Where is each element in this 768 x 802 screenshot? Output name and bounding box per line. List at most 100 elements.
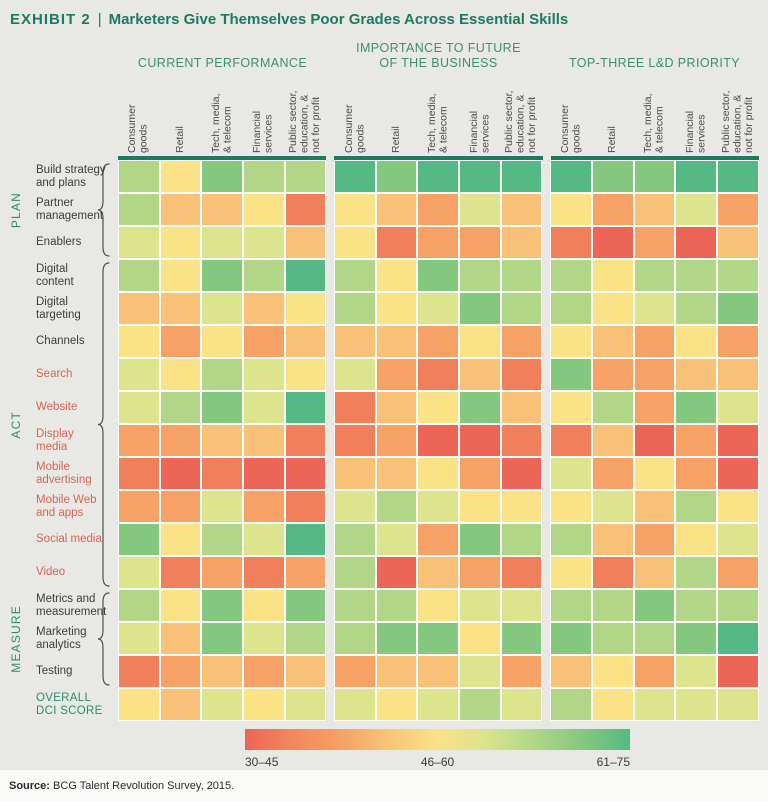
heatmap-cell-r17-c9	[459, 688, 501, 721]
heatmap-cell-r10-c11	[550, 457, 593, 490]
column-header-g1-3: Tech, media, & telecom	[201, 57, 243, 153]
heatmap-cell-r5-c11	[550, 292, 593, 325]
heatmap-cell-r3-c1	[118, 226, 160, 259]
heatmap-cell-r11-c5	[284, 490, 327, 523]
heatmap-cell-r12-c10	[500, 523, 543, 556]
legend-label-mid: 46–60	[420, 755, 455, 769]
row-label-11: Mobile Web and apps	[36, 490, 118, 523]
heatmap-cell-r2-c11	[550, 193, 593, 226]
heatmap-cell-r16-c4	[242, 655, 285, 688]
heatmap-cell-r15-c1	[118, 622, 160, 655]
heatmap-cell-r13-c4	[242, 556, 285, 589]
group-gap	[326, 325, 334, 358]
heatmap-cell-r10-c2	[159, 457, 202, 490]
heatmap-cell-r3-c12	[592, 226, 634, 259]
heatmap-cell-r15-c8	[417, 622, 460, 655]
heatmap-cell-r12-c14	[675, 523, 717, 556]
group-gap	[326, 490, 334, 523]
heatmap-cell-r4-c7	[375, 259, 418, 292]
heatmap-cell-r11-c11	[550, 490, 593, 523]
heatmap-cell-r8-c15	[716, 391, 759, 424]
heatmap-cell-r6-c14	[675, 325, 717, 358]
heatmap-grid	[118, 160, 759, 721]
group-gap	[326, 622, 334, 655]
column-header-g2-3: Tech, media, & telecom	[418, 57, 460, 153]
group-gap	[326, 160, 334, 193]
heatmap-cell-r10-c15	[716, 457, 759, 490]
heatmap-cell-r5-c9	[459, 292, 501, 325]
heatmap-cell-r15-c2	[159, 622, 202, 655]
heatmap-cell-r14-c6	[334, 589, 376, 622]
row-label-2: Partner management	[36, 193, 118, 226]
heatmap-cell-r8-c11	[550, 391, 593, 424]
heatmap-cell-r12-c2	[159, 523, 202, 556]
table-top-border-3	[550, 156, 759, 160]
heatmap-cell-r14-c15	[716, 589, 759, 622]
heatmap-cell-r10-c9	[459, 457, 501, 490]
heatmap-cell-r15-c5	[284, 622, 327, 655]
group-gap	[326, 556, 334, 589]
heatmap-cell-r3-c4	[242, 226, 285, 259]
heatmap-cell-r1-c1	[118, 160, 160, 193]
row-label-text: Digital content	[36, 263, 74, 288]
row-label-text: Mobile advertising	[36, 461, 92, 486]
row-group-braces	[97, 163, 110, 686]
column-header-g1-1: Consumer goods	[118, 57, 160, 153]
row-label-3: Enablers	[36, 226, 118, 259]
heatmap-cell-r7-c12	[592, 358, 634, 391]
heatmap-cell-r11-c2	[159, 490, 202, 523]
heatmap-cell-r8-c9	[459, 391, 501, 424]
heatmap-cell-r17-c3	[201, 688, 243, 721]
heatmap-cell-r13-c7	[375, 556, 418, 589]
heatmap-cell-r6-c10	[500, 325, 543, 358]
heatmap-cell-r11-c12	[592, 490, 634, 523]
group-gap	[542, 490, 550, 523]
heatmap-cell-r7-c8	[417, 358, 460, 391]
heatmap-cell-r7-c9	[459, 358, 501, 391]
row-label-13: Video	[36, 556, 118, 589]
heatmap-cell-r7-c13	[633, 358, 676, 391]
heatmap-cell-r16-c11	[550, 655, 593, 688]
heatmap-cell-r4-c14	[675, 259, 717, 292]
heatmap-cell-r13-c15	[716, 556, 759, 589]
heatmap-cell-r13-c3	[201, 556, 243, 589]
heatmap-cell-r13-c2	[159, 556, 202, 589]
group-gap	[326, 292, 334, 325]
heatmap-cell-r6-c12	[592, 325, 634, 358]
exhibit-title: EXHIBIT 2 | Marketers Give Themselves Poor…	[10, 11, 568, 28]
group-gap	[542, 160, 550, 193]
heatmap-cell-r1-c5	[284, 160, 327, 193]
heatmap-cell-r8-c12	[592, 391, 634, 424]
row-label-text: Digital targeting	[36, 296, 81, 321]
heatmap-cell-r14-c11	[550, 589, 593, 622]
row-label-text: Search	[36, 368, 73, 381]
row-label-text: Build strategy and plans	[36, 164, 106, 189]
row-label-text: Channels	[36, 335, 85, 348]
heatmap-cell-r17-c1	[118, 688, 160, 721]
group-gap	[542, 655, 550, 688]
column-header-label: Financial services	[467, 110, 492, 153]
row-label-text: Display media	[36, 428, 74, 453]
heatmap-cell-r1-c11	[550, 160, 593, 193]
heatmap-cell-r4-c10	[500, 259, 543, 292]
table-top-border-1	[118, 156, 327, 160]
group-gap	[326, 259, 334, 292]
heatmap-cell-r6-c13	[633, 325, 676, 358]
heatmap-cell-r14-c1	[118, 589, 160, 622]
heatmap-cell-r5-c10	[500, 292, 543, 325]
heatmap-cell-r5-c3	[201, 292, 243, 325]
column-header-g3-5: Public sector, education, & not for prof…	[717, 57, 759, 153]
heatmap-cell-r11-c7	[375, 490, 418, 523]
heatmap-cell-r3-c10	[500, 226, 543, 259]
heatmap-cell-r9-c1	[118, 424, 160, 457]
heatmap-cell-r16-c15	[716, 655, 759, 688]
row-group-label-text: ACT	[9, 410, 23, 439]
heatmap-cell-r17-c7	[375, 688, 418, 721]
group-gap	[326, 589, 334, 622]
heatmap-cell-r16-c14	[675, 655, 717, 688]
heatmap-cell-r1-c4	[242, 160, 285, 193]
heatmap-cell-r9-c10	[500, 424, 543, 457]
heatmap-cell-r5-c7	[375, 292, 418, 325]
column-header-label: Retail	[173, 126, 186, 153]
group-gap	[542, 193, 550, 226]
